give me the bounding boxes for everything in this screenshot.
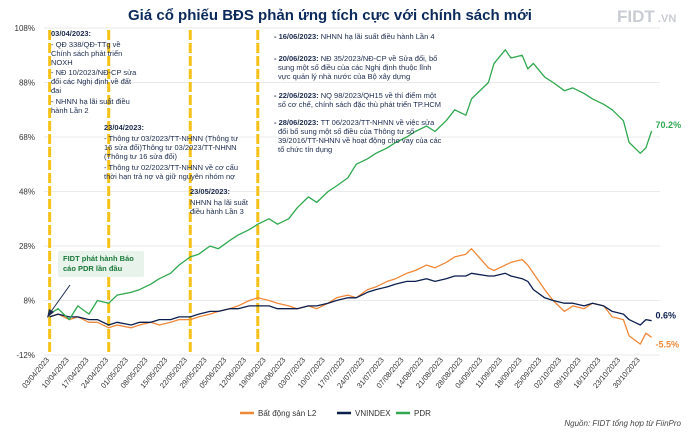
annotation-june-date: - 16/06/2023: bbox=[274, 32, 319, 41]
y-tick-label: 88% bbox=[19, 79, 35, 88]
y-tick-label: -12% bbox=[16, 351, 35, 360]
series-line-vnindex bbox=[49, 272, 652, 326]
annotation-june-text: vực quản lý nhà nước của Bộ xây dựng bbox=[278, 72, 410, 81]
annotation-june-item: - 28/06/2023: TT 06/2023/TT-NHNN về việc… bbox=[274, 118, 435, 127]
y-tick-label: 8% bbox=[23, 297, 35, 306]
annotation-2304-line: (Thông tư 16 sửa đổi) bbox=[104, 152, 177, 161]
gridlines bbox=[44, 27, 660, 356]
annotation-june-text: đổi bổ sung một số điều của Thông tư số bbox=[278, 127, 415, 136]
annotation-2305-line: NHNN hạ lãi suất bbox=[190, 198, 249, 207]
fidt-callout-line: FIDT phát hành Báo bbox=[63, 254, 134, 263]
annotation-2304-line: - Thông tư 02/2023/TT-NHNN về cơ cấu bbox=[104, 163, 238, 172]
series-line-pdr bbox=[49, 49, 653, 321]
series-line-b-t-ng-s-n-l2 bbox=[49, 248, 652, 345]
annotation-0304-line: hành Lần 2 bbox=[51, 106, 89, 115]
y-axis: 108% 88% 68% 48% 28% 8% -12% bbox=[15, 24, 35, 360]
annotation-june-item: - 22/06/2023: NQ 98/2023/QH15 về thí điể… bbox=[274, 91, 437, 100]
annotation-june-item: - 16/06/2023: NHNN hạ lãi suất điều hành… bbox=[274, 32, 435, 41]
annotation-june-text: 39/2016/TT-NHNN về hoạt động cho vay của… bbox=[278, 136, 442, 145]
fidt-callout-arrow bbox=[49, 284, 71, 314]
annotation-2304: 23/04/2023: - Thông tư 03/2023/TT-NHNN (… bbox=[104, 123, 238, 181]
annotation-2304-title: 23/04/2023: bbox=[104, 123, 144, 132]
annotation-2304-line: - Thông tư 03/2023/TT-NHNN (Thông tư bbox=[104, 134, 238, 143]
fidt-callout-arrowhead bbox=[47, 309, 54, 318]
annotation-june-date: - 28/06/2023: bbox=[274, 118, 319, 127]
annotation-2305: 23/05/2023: NHNN hạ lãi suất điều hành L… bbox=[190, 187, 249, 216]
y-tick-label: 68% bbox=[19, 133, 35, 142]
fidt-callout-box bbox=[58, 251, 144, 277]
annotation-june-item: - 20/06/2023: NĐ 35/2023/NĐ-CP về Sửa đổ… bbox=[274, 54, 437, 63]
annotation-june: - 16/06/2023: NHNN hạ lãi suất điều hành… bbox=[274, 32, 442, 154]
y-tick-label: 28% bbox=[19, 242, 35, 251]
series-lines bbox=[49, 49, 653, 345]
annotation-2305-line: điều hành Lần 3 bbox=[190, 207, 244, 216]
legend: Bất động sản L2 VNINDEX PDR bbox=[240, 409, 431, 418]
brand-logo: FIDT .VN bbox=[617, 7, 676, 26]
annotation-0304-title: 03/04/2023: bbox=[51, 29, 91, 38]
brand-logo-text: FIDT bbox=[617, 7, 655, 26]
event-markers bbox=[48, 30, 260, 355]
annotation-june-text: số cơ chế, chính sách đặc thù phát triển… bbox=[278, 100, 441, 109]
y-tick-label: 108% bbox=[15, 24, 35, 33]
annotation-0304: 03/04/2023: - QĐ 338/QĐ-TTg về Chính sác… bbox=[51, 29, 137, 115]
end-label: 70.2% bbox=[656, 120, 682, 130]
annotation-0304-line: đai bbox=[51, 86, 61, 95]
annotation-0304-line: Chính sách phát triển bbox=[51, 49, 122, 58]
annotation-june-text: NHNN hạ lãi suất điều hành Lần 4 bbox=[319, 32, 435, 41]
annotation-june-date: - 22/06/2023: bbox=[274, 91, 319, 100]
annotation-0304-line: NOXH bbox=[51, 58, 73, 67]
end-label: 0.6% bbox=[656, 311, 677, 321]
x-axis: 03/04/202310/04/202317/04/202324/04/2023… bbox=[20, 356, 642, 391]
legend-label-bds: Bất động sản L2 bbox=[258, 409, 317, 418]
end-label: -5.5% bbox=[656, 339, 680, 349]
fidt-callout-line: cáo PDR lần đầu bbox=[63, 264, 123, 273]
annotation-june-date: - 20/06/2023: bbox=[274, 54, 319, 63]
annotation-june-text: tổ chức tín dụng bbox=[278, 145, 332, 154]
source-note: Nguồn: FIDT tổng hợp từ FiinPro bbox=[564, 419, 681, 428]
annotation-2305-title: 23/05/2023: bbox=[190, 187, 230, 196]
annotation-june-text: NĐ 35/2023/NĐ-CP về Sửa đổi, bổ bbox=[319, 54, 438, 63]
brand-logo-suffix: .VN bbox=[658, 13, 676, 25]
y-tick-label: 48% bbox=[19, 188, 35, 197]
end-labels: 70.2% 0.6% -5.5% bbox=[656, 120, 682, 349]
annotation-june-text: TT 06/2023/TT-NHNN về việc sửa bbox=[319, 118, 435, 127]
annotation-2304-line: thời hạn trả nợ và giữ nguyên nhóm nợ bbox=[104, 172, 235, 181]
chart-title: Giá cổ phiếu BĐS phản ứng tích cực với c… bbox=[128, 7, 532, 24]
legend-label-pdr: PDR bbox=[414, 409, 431, 418]
annotation-0304-line: - QĐ 338/QĐ-TTg về bbox=[51, 40, 121, 49]
annotation-june-text: NQ 98/2023/QH15 về thí điểm một bbox=[319, 91, 437, 100]
legend-label-vnindex: VNINDEX bbox=[355, 409, 391, 418]
fidt-report-callout: FIDT phát hành Báo cáo PDR lần đầu bbox=[47, 251, 144, 318]
annotation-june-text: sung một số điều của các Nghị định thuộc… bbox=[278, 63, 431, 72]
annotation-0304-line: - NĐ 10/2023/NĐ-CP sửa bbox=[51, 68, 137, 77]
annotation-0304-line: - NHNN hạ lãi suất điều bbox=[51, 97, 130, 106]
annotation-0304-line: đổi các Nghị định về đất bbox=[51, 77, 132, 86]
annotation-2304-line: 16 sửa đổi)Thông tư 03/2023/TT-NHNN bbox=[104, 143, 237, 152]
